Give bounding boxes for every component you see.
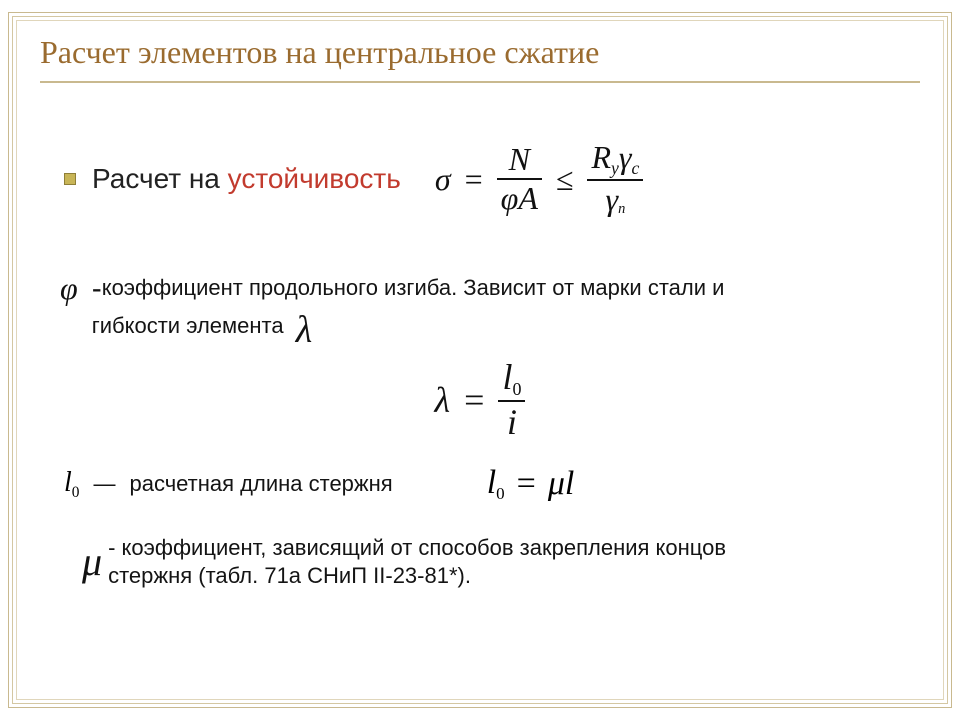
l0-symbol: l0 [64,467,79,502]
formula-lambda: λ = l0 i [40,359,920,443]
phi-description-row: φ -коэффициент продольного изгиба. Завис… [40,270,920,355]
fraction-rygc-over-gn: Ryγc γn [587,141,643,218]
equals-sign: = [517,465,536,503]
equals-sign: = [465,161,483,198]
frac2-num: Ryγc [587,141,643,177]
fraction-l0-over-i: l0 i [498,359,525,443]
frac1-num: N [505,143,534,177]
bullet-icon [64,173,76,185]
mu-line2: стержня (табл. 71а СНиП II-23-81*). [108,563,471,588]
subhead-prefix: Расчет на [92,163,228,194]
leq-sign: ≤ [556,161,574,198]
mdash: — [93,471,115,497]
phi-symbol: φ [60,270,78,304]
l0-description-row: l0 — расчетная длина стержня l0 = μl [40,464,920,504]
frac1-den: φA [497,182,542,216]
sigma-symbol: σ [435,161,451,198]
mu-description: - коэффициент, зависящий от способов зак… [108,534,726,589]
formula-sigma: σ = N φA ≤ Ryγc γn [435,141,643,218]
lambda-den: i [503,404,521,442]
phi-description: -коэффициент продольного изгиба. Зависит… [92,270,725,355]
mu-description-row: μ - коэффициент, зависящий от способов з… [40,534,920,589]
phi-line1: коэффициент продольного изгиба. Зависит … [102,275,725,300]
subheading: Расчет на устойчивость [92,163,401,195]
phi-line2: гибкости элемента [92,313,284,338]
mu-symbol: μ [82,534,102,582]
fraction-n-over-phia: N φA [497,143,542,216]
lambda-inline-symbol: λ [296,309,312,351]
lambda-num: l0 [498,359,525,399]
slide-title: Расчет элементов на центральное сжатие [40,34,920,83]
frac2-den: γn [601,183,629,217]
formula-l0-eq-mul: l0 = μl [487,464,575,504]
equals-sign: = [464,379,484,421]
lambda-symbol: λ [435,379,451,421]
subhead-highlight: устойчивость [228,163,401,194]
mu-line1: - коэффициент, зависящий от способов зак… [108,535,726,560]
dash: - [92,272,102,305]
stability-row: Расчет на устойчивость σ = N φA ≤ Ryγc γ… [40,141,920,218]
slide-content: Расчет элементов на центральное сжатие Р… [40,34,920,589]
l0-text: расчетная длина стержня [129,471,392,497]
